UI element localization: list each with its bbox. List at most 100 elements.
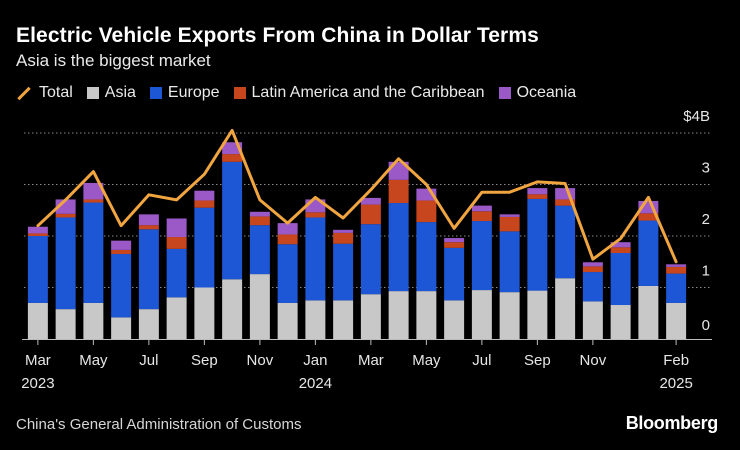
brand-logo: Bloomberg xyxy=(625,413,719,433)
bar-segment xyxy=(444,300,465,339)
bar-segment xyxy=(471,290,492,339)
legend-label: Asia xyxy=(104,84,136,101)
bar-segment xyxy=(499,292,520,339)
x-tick-label: May xyxy=(79,352,108,369)
bar-segment xyxy=(138,229,159,310)
bar-segment xyxy=(166,218,187,238)
bar-segment xyxy=(499,214,520,217)
bar-segment xyxy=(277,223,298,235)
x-tick-label: Feb xyxy=(663,352,689,369)
bar-segment xyxy=(166,237,187,249)
bar-segment xyxy=(360,224,381,295)
y-tick-label: $4B xyxy=(683,108,710,125)
bar-segment xyxy=(83,302,104,339)
bar-segment xyxy=(360,197,381,205)
bar-segment xyxy=(555,199,576,206)
bar-segment xyxy=(416,222,437,292)
bar-segment xyxy=(111,317,132,339)
bar-segment xyxy=(333,300,354,339)
bar-segment xyxy=(610,242,631,248)
bar-segment xyxy=(249,211,270,217)
bar-segment xyxy=(249,274,270,339)
bar-segment xyxy=(27,226,48,234)
bar-segment xyxy=(555,205,576,279)
bar-segment xyxy=(138,309,159,339)
bar-segment xyxy=(222,279,243,339)
bar-segment xyxy=(194,207,215,288)
bar-segment xyxy=(83,199,104,203)
legend-item-oceania: Oceania xyxy=(498,84,577,102)
bar-segment xyxy=(555,188,576,200)
bar-segment xyxy=(277,244,298,303)
bar-segment xyxy=(471,205,492,212)
legend-item-europe: Europe xyxy=(149,84,220,102)
bar-segment xyxy=(610,247,631,253)
legend-swatch xyxy=(86,87,99,99)
bar-segment xyxy=(610,252,631,306)
legend-item-latin-america: Latin America and the Caribbean xyxy=(233,84,485,102)
bar-segment xyxy=(249,225,270,275)
bar-segment xyxy=(138,225,159,230)
bar-segment xyxy=(333,229,354,233)
bar-segment xyxy=(333,232,354,244)
bar-segment xyxy=(582,272,603,302)
legend-item-total: Total xyxy=(16,84,73,102)
bar-segment xyxy=(55,309,76,339)
legend: Total Asia Europe Latin America and the … xyxy=(16,84,590,102)
bar-segment xyxy=(527,290,548,339)
bar-segment xyxy=(610,305,631,339)
legend-swatch xyxy=(233,87,246,99)
bar-segment xyxy=(305,300,326,339)
bar-segment xyxy=(222,161,243,280)
y-tick-label: 2 xyxy=(702,211,710,228)
bar-segment xyxy=(499,231,520,293)
bar-segment xyxy=(388,179,409,204)
legend-label: Latin America and the Caribbean xyxy=(251,84,485,101)
bar-segment xyxy=(555,278,576,339)
bar-segment xyxy=(666,264,687,267)
bar-segment xyxy=(471,211,492,222)
x-tick-label: Jul xyxy=(139,352,158,369)
bar-segment xyxy=(138,214,159,226)
bar-segment xyxy=(305,217,326,301)
bar-segment xyxy=(83,182,104,200)
x-tick-label: Sep xyxy=(524,352,551,369)
x-tick-year: 2023 xyxy=(21,375,54,392)
bar-segment xyxy=(444,238,465,243)
bar-segment xyxy=(527,188,548,195)
bar-segment xyxy=(638,220,659,286)
bar-segment xyxy=(360,294,381,339)
bar-segment xyxy=(416,291,437,339)
bar-segment xyxy=(666,302,687,339)
bar-segment xyxy=(582,266,603,273)
x-tick-label: Jan xyxy=(303,352,327,369)
bar-segment xyxy=(305,212,326,218)
bar-segment xyxy=(111,249,132,255)
bar-segment xyxy=(388,203,409,292)
bar-segment xyxy=(582,301,603,339)
bar-segment xyxy=(471,221,492,291)
legend-label: Oceania xyxy=(516,84,577,101)
bar-segment xyxy=(527,194,548,199)
bar-segment xyxy=(166,297,187,339)
bar-segment xyxy=(55,213,76,218)
x-tick-year: 2025 xyxy=(659,375,692,392)
bar-segment xyxy=(55,217,76,310)
legend-label: Europe xyxy=(167,84,220,101)
bar-segment xyxy=(666,266,687,274)
bar-segment xyxy=(27,302,48,339)
bar-segment xyxy=(527,198,548,291)
bar-segment xyxy=(444,242,465,248)
bar-segment xyxy=(388,291,409,339)
legend-swatch xyxy=(498,87,511,99)
x-tick-label: Nov xyxy=(580,352,607,369)
bar-segment xyxy=(27,236,48,303)
bar-segment xyxy=(249,216,270,226)
bar-segment xyxy=(194,190,215,201)
bar-segment xyxy=(194,200,215,208)
x-tick-label: Mar xyxy=(25,352,51,369)
bar-segment xyxy=(222,154,243,162)
legend-item-asia: Asia xyxy=(86,84,136,102)
bar-segment xyxy=(222,142,243,155)
